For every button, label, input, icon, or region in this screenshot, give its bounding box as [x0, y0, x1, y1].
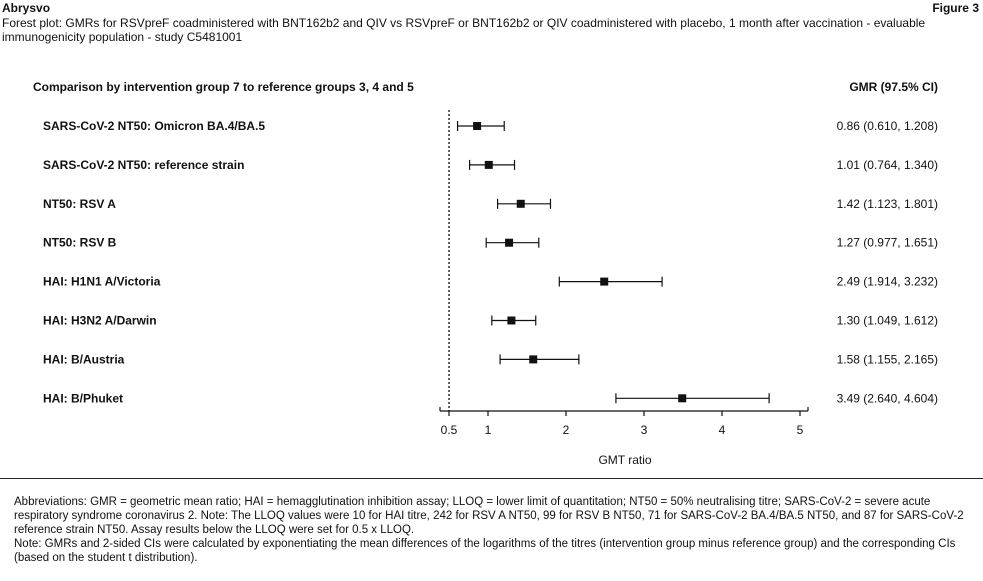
gmr-point	[507, 316, 516, 325]
gmr-point	[505, 238, 514, 247]
row-label: SARS-CoV-2 NT50: Omicron BA.4/BA.5	[43, 119, 265, 133]
x-tick-label: 1	[485, 423, 492, 437]
column-header-gmr: GMR (97.5% CI)	[849, 80, 938, 94]
row-label: HAI: B/Austria	[43, 352, 125, 366]
forest-row: SARS-CoV-2 NT50: Omicron BA.4/BA.5 0.86 (…	[43, 119, 938, 133]
forest-rows: SARS-CoV-2 NT50: Omicron BA.4/BA.5 0.86 (…	[43, 110, 938, 411]
row-gmr-value: 1.58 (1.155, 2.165)	[837, 352, 938, 366]
row-gmr-value: 1.42 (1.123, 1.801)	[837, 197, 938, 211]
forest-row: NT50: RSV A 1.42 (1.123, 1.801)	[43, 197, 938, 211]
x-axis: 0.5 1 2 3 4 5	[439, 407, 809, 437]
row-label: HAI: B/Phuket	[43, 391, 123, 405]
row-label: HAI: H3N2 A/Darwin	[43, 314, 157, 328]
figure-label: Figure 3	[932, 1, 979, 15]
gmr-point	[516, 199, 525, 208]
forest-plot: Comparison by intervention group 7 to re…	[33, 80, 938, 467]
row-gmr-value: 3.49 (2.640, 4.604)	[837, 391, 938, 405]
row-label: NT50: RSV A	[43, 197, 116, 211]
gmr-point	[473, 122, 482, 130]
footnotes: Abbreviations: GMR = geometric mean rati…	[14, 495, 974, 565]
x-tick-label: 5	[797, 423, 804, 437]
forest-row: HAI: H3N2 A/Darwin 1.30 (1.049, 1.612)	[43, 314, 938, 328]
footnote-abbreviations: Abbreviations: GMR = geometric mean rati…	[14, 496, 964, 536]
column-header-comparison: Comparison by intervention group 7 to re…	[33, 80, 414, 94]
forest-row: HAI: B/Austria 1.58 (1.155, 2.165)	[43, 352, 938, 366]
gmr-point	[600, 277, 609, 286]
x-tick-label: 3	[641, 423, 648, 437]
row-label: SARS-CoV-2 NT50: reference strain	[43, 158, 244, 172]
footnote-divider	[0, 478, 983, 479]
forest-row: HAI: H1N1 A/Victoria 2.49 (1.914, 3.232)	[43, 275, 938, 289]
row-label: NT50: RSV B	[43, 236, 117, 250]
figure-title: Forest plot: GMRs for RSVpreF coadminist…	[2, 16, 926, 44]
gmr-point	[678, 394, 687, 403]
row-gmr-value: 2.49 (1.914, 3.232)	[837, 275, 938, 289]
forest-row: HAI: B/Phuket 3.49 (2.640, 4.604)	[43, 391, 938, 405]
row-gmr-value: 1.27 (0.977, 1.651)	[837, 236, 938, 250]
gmr-point	[484, 160, 493, 169]
row-label: HAI: H1N1 A/Victoria	[43, 275, 161, 289]
row-gmr-value: 1.01 (0.764, 1.340)	[837, 158, 938, 172]
brand-name: Abrysvo	[2, 1, 51, 15]
row-gmr-value: 1.30 (1.049, 1.612)	[837, 314, 938, 328]
forest-row: NT50: RSV B 1.27 (0.977, 1.651)	[43, 236, 938, 250]
x-tick-label: 4	[719, 423, 726, 437]
gmr-point	[529, 355, 538, 364]
x-tick-label: 2	[563, 423, 570, 437]
footnote-note: Note: GMRs and 2-sided CIs were calculat…	[14, 538, 956, 564]
x-axis-label: GMT ratio	[598, 453, 651, 467]
x-tick-label: 0.5	[441, 423, 458, 437]
row-gmr-value: 0.86 (0.610, 1.208)	[837, 119, 938, 133]
forest-row: SARS-CoV-2 NT50: reference strain 1.01 (0…	[43, 158, 938, 172]
